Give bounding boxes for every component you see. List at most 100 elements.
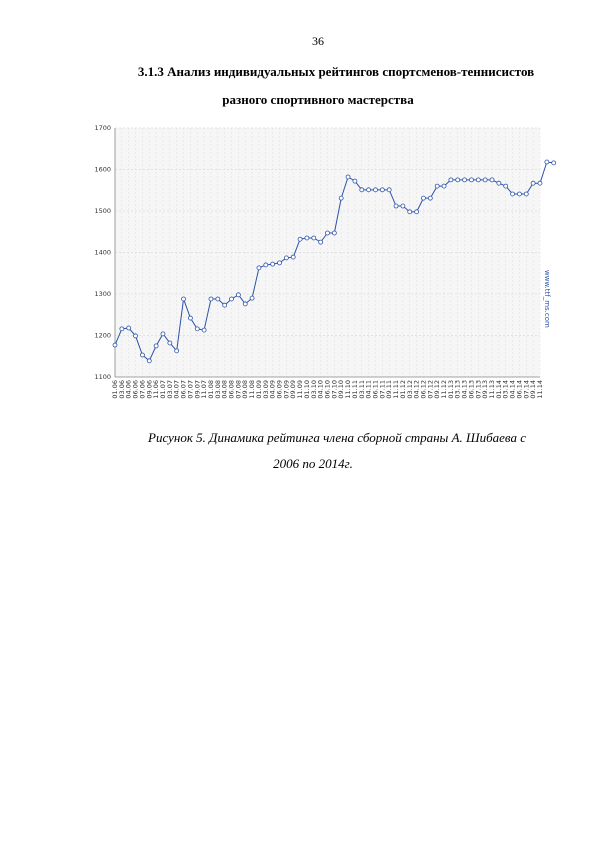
x-tick-label: 07.07 [186,380,194,399]
x-tick-label: 04.09 [269,380,277,399]
point [517,191,522,197]
caption-line: 2006 по 2014г. [273,456,353,471]
point [393,203,399,209]
point [359,187,365,193]
point [475,177,481,183]
point [181,296,186,302]
x-tick-label: 09.09 [289,380,297,399]
point [325,230,330,236]
point [503,183,509,189]
point [229,296,234,302]
x-tick-label: 11.11 [392,380,400,399]
point [469,177,474,183]
x-tick-label: 06.13 [467,380,475,399]
heading-line: разного спортивного мастерства [222,92,414,107]
point [441,183,447,189]
point [523,191,529,197]
x-tick-label: 06.12 [419,380,427,399]
point [215,296,221,302]
x-tick-label: 04.10 [317,380,325,399]
x-tick-label: 07.13 [474,380,482,399]
x-tick-label: 03.10 [310,380,318,399]
x-tick-label: 03.13 [454,380,462,399]
point [331,230,337,236]
point [482,177,488,183]
y-tick-label: 1200 [94,332,111,340]
point [338,195,344,201]
x-tick-label: 11.13 [488,380,496,399]
y-tick-label: 1500 [94,207,111,215]
y-tick-label: 1100 [94,373,111,381]
x-tick-label: 04.07 [173,380,181,399]
point [379,187,385,193]
point [311,235,317,241]
point [153,343,159,349]
x-tick-label: 01.14 [495,380,503,399]
x-tick-label: 06.14 [515,380,523,399]
point [160,331,166,337]
x-tick-label: 11.09 [296,380,304,399]
x-tick-label: 09.06 [145,380,153,399]
point [263,262,269,268]
point [270,261,276,267]
x-tick-label: 01.12 [399,380,407,399]
x-tick-label: 09.10 [337,380,345,399]
point [297,236,303,242]
x-tick-label: 03.12 [406,380,414,399]
point [208,296,214,302]
point [304,235,310,241]
x-tick-label: 11.14 [536,380,544,399]
point [489,177,495,183]
x-tick-label: 09.07 [193,380,201,399]
point [462,177,467,183]
x-tick-label: 07.09 [282,380,290,399]
point [427,195,433,201]
x-tick-label: 03.14 [502,380,510,399]
x-tick-label: 06.11 [371,380,379,399]
x-tick-label: 04.13 [461,380,469,399]
watermark: www.ttf_ms.com [543,270,551,328]
point [235,292,241,298]
x-tick-label: 04.11 [365,380,373,399]
x-tick-label: 01.06 [111,380,119,399]
x-tick-label: 01.09 [255,380,263,399]
point [544,159,550,165]
heading-line: 3.1.3 Анализ индивидуальных рейтингов сп… [138,64,534,79]
x-tick-label: 03.07 [166,380,174,399]
point [140,352,145,358]
x-tick-label: 06.06 [132,380,140,399]
point [510,191,515,197]
x-tick-label: 06.07 [180,380,188,399]
x-tick-label: 07.06 [138,380,146,399]
x-tick-label: 11.12 [440,380,448,399]
point [133,333,138,339]
x-tick-label: 07.08 [234,380,242,399]
point [256,265,262,271]
x-tick-label: 09.14 [529,380,537,399]
x-tick-label: 09.13 [481,380,489,399]
point [530,180,536,186]
x-tick-label: 01.07 [159,380,167,399]
point [222,302,228,308]
point [537,180,543,186]
point [551,160,557,166]
x-tick-label: 03.09 [262,380,270,399]
point [126,325,132,331]
point [352,178,358,184]
x-tick-label: 01.08 [207,380,215,399]
x-tick-label: 09.08 [241,380,249,399]
point [414,209,420,215]
point [249,295,255,301]
x-tick-label: 06.10 [324,380,332,399]
point [345,174,351,180]
point [242,301,248,307]
point [373,187,378,193]
point [421,195,426,201]
y-tick-label: 1400 [94,249,111,257]
point [201,327,207,333]
x-tick-label: 04.06 [125,380,133,399]
x-tick-label: 11.07 [200,380,208,399]
x-tick-label: 06.09 [276,380,284,399]
